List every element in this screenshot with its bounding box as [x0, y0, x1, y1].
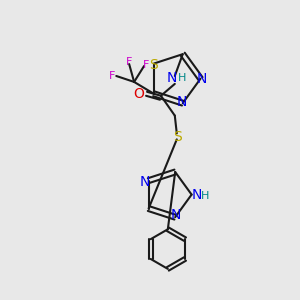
Text: H: H — [201, 190, 210, 201]
Text: F: F — [126, 57, 132, 67]
Text: N: N — [191, 188, 202, 202]
Text: S: S — [150, 58, 158, 71]
Text: F: F — [143, 60, 149, 70]
Text: N: N — [196, 72, 207, 86]
Text: H: H — [178, 73, 186, 83]
Text: N: N — [177, 95, 187, 109]
Text: N: N — [171, 208, 181, 222]
Text: N: N — [140, 175, 150, 189]
Text: N: N — [167, 71, 177, 85]
Text: F: F — [109, 71, 116, 81]
Text: O: O — [134, 87, 145, 101]
Text: S: S — [173, 130, 182, 144]
